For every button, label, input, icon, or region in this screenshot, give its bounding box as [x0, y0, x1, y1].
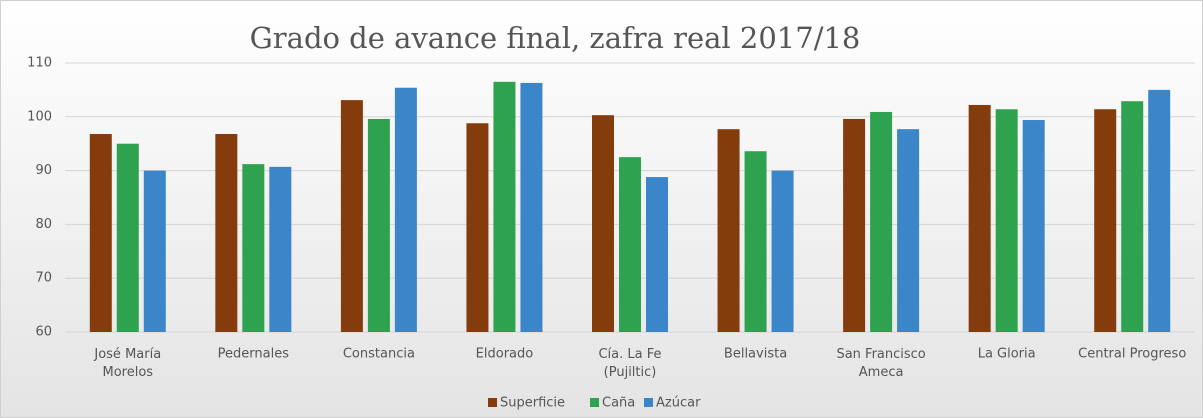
x-tick-label: Constancia [343, 347, 415, 362]
bar [897, 129, 920, 332]
bar [968, 104, 991, 333]
x-tick-label: Pedernales [218, 347, 290, 362]
x-tick-label: Bellavista [724, 347, 787, 362]
y-tick-label: 80 [35, 217, 52, 232]
bar [771, 170, 794, 332]
bar [717, 129, 740, 332]
bar [619, 157, 641, 332]
bar [215, 134, 238, 332]
y-tick-label: 70 [35, 271, 52, 286]
bar [1148, 89, 1171, 333]
bar [89, 134, 112, 332]
bar [1121, 101, 1144, 332]
y-tick-label: 60 [35, 325, 52, 340]
bar [744, 151, 767, 332]
bar [870, 111, 893, 332]
legend-swatch [644, 398, 653, 407]
legend-swatch [590, 398, 599, 407]
legend-label: Caña [602, 396, 635, 411]
y-tick-label: 100 [27, 109, 52, 124]
x-tick-label: Central Progreso [1078, 347, 1186, 362]
y-tick-label: 110 [27, 56, 52, 71]
bar [1094, 109, 1117, 332]
x-tick-label: José María Morelos [93, 347, 161, 380]
bar [592, 115, 614, 332]
bar [340, 100, 363, 332]
legend-swatch [488, 398, 497, 407]
legend-label: Azúcar [656, 396, 701, 411]
bar [394, 87, 417, 332]
bar [520, 82, 543, 332]
x-tick-label: San Francisco Ameca [836, 347, 925, 380]
bar [143, 170, 166, 332]
bar [843, 118, 866, 333]
bar [995, 109, 1018, 332]
bar [116, 143, 139, 332]
bar [646, 177, 668, 332]
bar [493, 81, 516, 332]
x-tick-label: Cía. La Fe (Pujiltic) [598, 347, 661, 380]
bar [1022, 120, 1045, 332]
bar [242, 164, 265, 332]
bar [367, 118, 390, 333]
x-tick-label: Eldorado [476, 347, 534, 362]
y-tick-label: 90 [35, 163, 52, 178]
bar [269, 166, 292, 332]
x-tick-label: La Gloria [978, 347, 1036, 362]
legend-label: Superficie [500, 396, 565, 411]
bar [466, 123, 489, 332]
chart-title: Grado de avance final, zafra real 2017/1… [250, 21, 861, 55]
